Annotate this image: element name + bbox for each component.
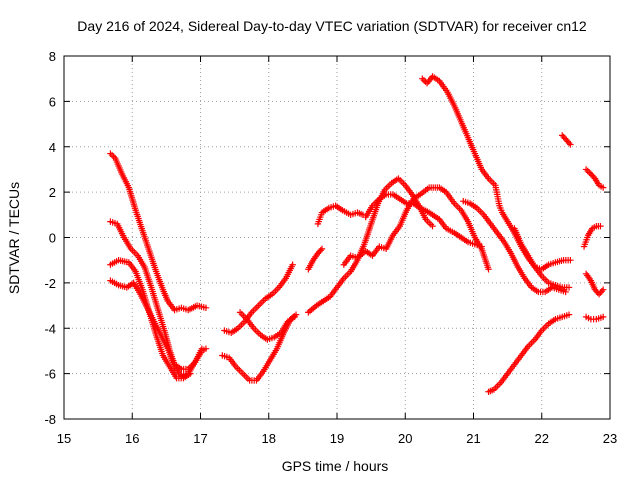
data-series — [419, 73, 574, 273]
data-point — [584, 167, 591, 175]
data-series — [236, 309, 298, 343]
chart-title: Day 216 of 2024, Sidereal Day-to-day VTE… — [77, 18, 587, 34]
data-point — [202, 304, 210, 312]
x-tick-label: 15 — [57, 431, 71, 446]
data-series — [305, 175, 436, 316]
data-point — [429, 222, 436, 230]
data-series — [582, 166, 607, 191]
y-tick-label: -8 — [44, 412, 56, 427]
data-point — [108, 151, 116, 159]
data-series — [340, 184, 492, 273]
data-point — [586, 169, 593, 176]
data-series — [362, 191, 485, 250]
data-marks — [107, 73, 607, 395]
data-point — [582, 166, 590, 173]
data-point — [590, 173, 597, 181]
data-point — [317, 247, 324, 254]
y-axis-label: SDTVAR / TECUs — [6, 182, 22, 294]
data-point — [599, 184, 607, 191]
x-tick-label: 21 — [466, 431, 480, 446]
y-tick-label: 0 — [49, 231, 56, 246]
x-tick-label: 17 — [193, 431, 207, 446]
data-series — [582, 270, 607, 298]
data-series — [485, 311, 573, 395]
y-tick-label: -6 — [44, 367, 56, 382]
data-series — [314, 202, 367, 228]
data-point — [598, 287, 606, 295]
data-point — [478, 243, 485, 250]
y-tick-labels: 8 6 4 2 0 -2 -4 -6 -8 — [44, 49, 56, 427]
data-series — [580, 222, 604, 250]
y-tick-label: 8 — [49, 49, 56, 64]
data-point — [599, 286, 607, 293]
data-point — [107, 150, 114, 157]
y-tick-label: -2 — [44, 276, 56, 291]
x-tick-label: 19 — [330, 431, 344, 446]
data-point — [291, 313, 298, 321]
data-series — [559, 132, 574, 148]
data-point — [419, 75, 426, 82]
x-axis-label: GPS time / hours — [282, 458, 389, 474]
y-tick-label: 2 — [49, 185, 56, 200]
x-tick-labels: 15 16 17 18 19 20 21 22 23 — [57, 431, 617, 446]
data-point — [565, 311, 573, 318]
x-tick-label: 20 — [398, 431, 412, 446]
data-series — [221, 261, 296, 336]
y-tick-label: 6 — [49, 94, 56, 109]
data-series — [305, 245, 326, 273]
data-series — [107, 150, 210, 314]
data-point — [565, 139, 573, 147]
axis-ticks — [63, 55, 611, 420]
data-series — [582, 313, 607, 323]
y-tick-label: -4 — [44, 321, 56, 336]
data-series — [107, 277, 206, 380]
data-point — [562, 288, 569, 296]
x-tick-label: 23 — [603, 431, 617, 446]
grid-lines — [64, 56, 610, 419]
x-tick-label: 18 — [262, 431, 276, 446]
data-point — [420, 77, 428, 84]
data-series — [511, 225, 573, 291]
x-tick-label: 16 — [125, 431, 139, 446]
data-point — [599, 313, 607, 321]
data-series — [460, 198, 569, 296]
data-point — [289, 261, 296, 268]
y-tick-label: 4 — [49, 140, 56, 155]
data-point — [567, 256, 574, 264]
data-point — [198, 345, 206, 352]
data-point — [597, 222, 604, 230]
data-point — [567, 141, 574, 148]
x-tick-label: 22 — [535, 431, 549, 446]
data-point — [485, 266, 492, 273]
data-point — [565, 284, 573, 291]
data-point — [318, 245, 326, 253]
